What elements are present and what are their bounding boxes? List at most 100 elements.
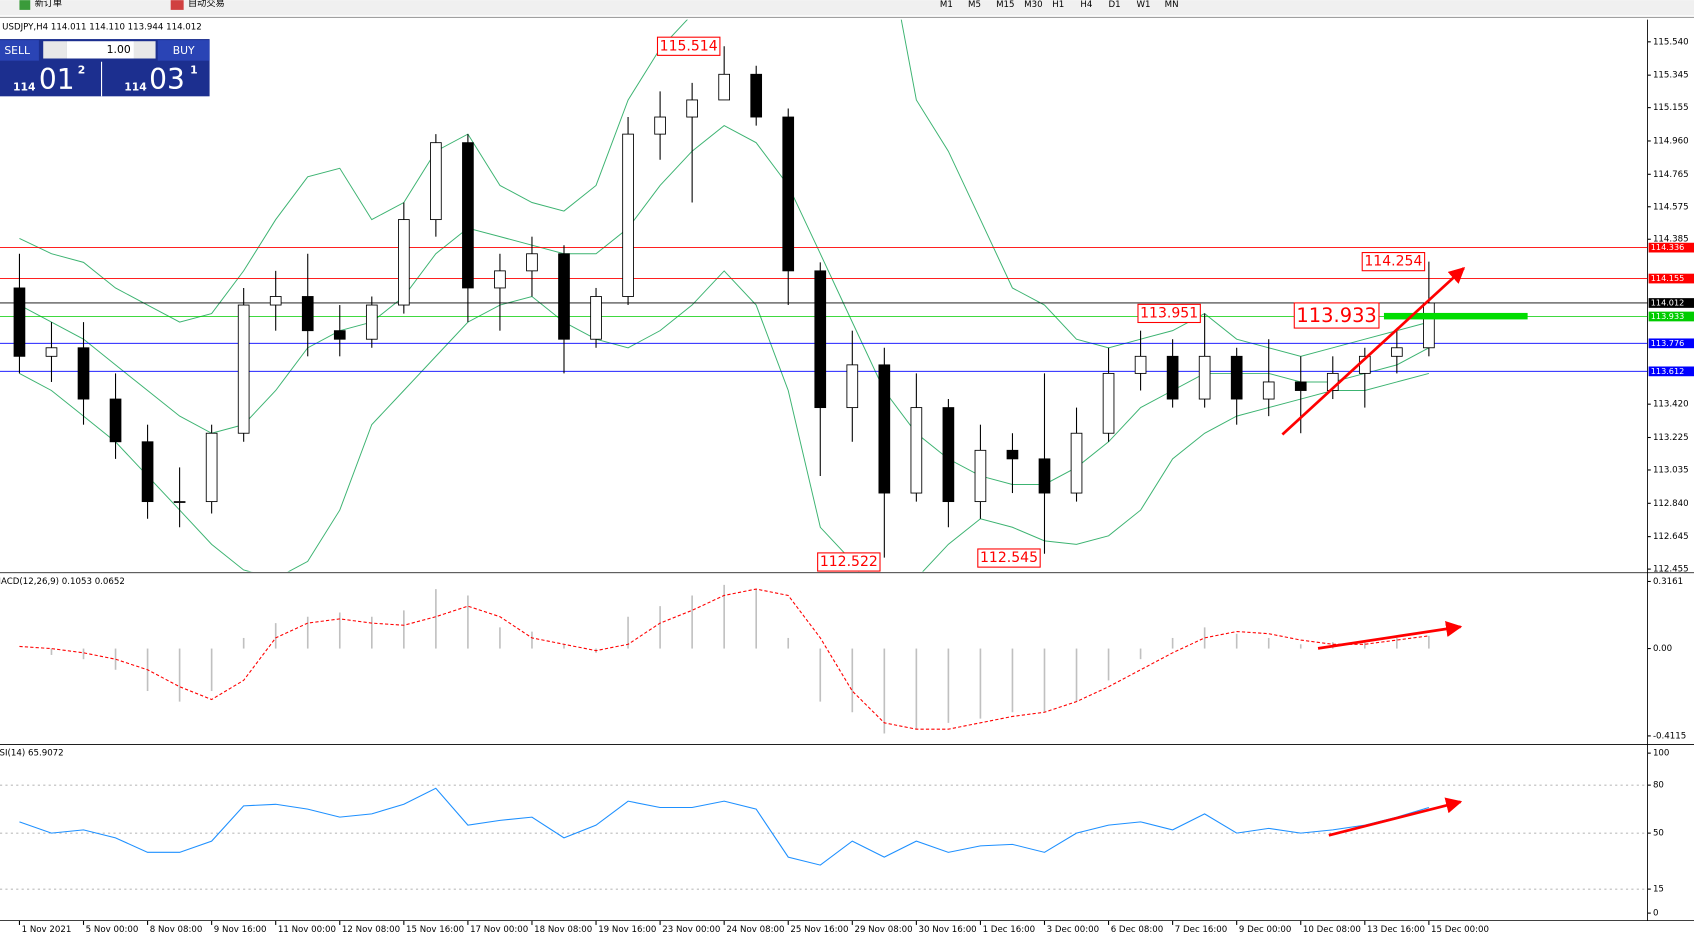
y-tick-label: 112.645: [1653, 532, 1689, 542]
x-tick-label: 3 Dec 00:00: [1047, 925, 1100, 935]
level-tag: [1648, 273, 1694, 284]
timeframe-button[interactable]: H4: [1080, 0, 1092, 10]
timeframe-button[interactable]: MN: [1165, 0, 1179, 10]
candle-body: [750, 73, 763, 118]
buy-label[interactable]: BUY: [173, 44, 195, 57]
x-tick-label: 15 Nov 16:00: [406, 925, 464, 935]
new-order-icon[interactable]: [19, 0, 31, 10]
candle-body: [77, 347, 90, 400]
level-label: 113.933: [1651, 311, 1684, 321]
candle-body: [686, 99, 698, 118]
x-tick-label: 6 Dec 08:00: [1111, 925, 1164, 935]
buy-button[interactable]: [157, 40, 210, 61]
candle-body: [205, 432, 218, 503]
level-tag: [1648, 366, 1694, 377]
y-tick-label: 114.575: [1653, 202, 1689, 212]
price-annotation: 114.254: [1364, 254, 1422, 270]
price-annotation: 115.514: [660, 38, 718, 54]
candle-body: [398, 219, 410, 306]
y-tick-label: 113.035: [1653, 465, 1689, 475]
timeframe-button[interactable]: M30: [1024, 0, 1042, 10]
label-box: [1361, 252, 1426, 272]
candle-body: [1262, 381, 1275, 400]
candle-body: [1230, 355, 1243, 400]
candle-body: [301, 296, 314, 332]
y-tick-label: 0.00: [1653, 644, 1672, 654]
y-tick-label: 113.225: [1653, 433, 1689, 443]
candle-body: [942, 407, 955, 503]
y-tick-label: 112.455: [1653, 565, 1689, 575]
lot-field[interactable]: [66, 41, 134, 59]
y-tick-label: -0.4115: [1653, 731, 1686, 741]
bollinger-band: [19, 270, 1430, 572]
ask-fraction: 1: [190, 63, 198, 76]
y-tick-label: 0: [1653, 909, 1659, 919]
lot-up[interactable]: [133, 41, 156, 59]
level-callout: 113.933: [1296, 304, 1376, 327]
x-tick-label: 17 Nov 00:00: [470, 925, 528, 935]
candle-body: [365, 304, 378, 340]
candle-body: [269, 296, 282, 306]
axes: 115.540 115.345 115.155 114.960 114.765 114.5…: [18, 37, 1694, 935]
level-tag: [1648, 311, 1694, 322]
candle-body: [494, 270, 506, 289]
candle-body: [173, 501, 186, 503]
timeframe-button[interactable]: D1: [1108, 0, 1120, 10]
candle-body: [590, 296, 602, 340]
auto-trading-icon[interactable]: [170, 0, 184, 10]
level-highlight: [1383, 312, 1528, 320]
x-tick-label: 13 Dec 16:00: [1367, 925, 1425, 935]
trend-arrow: [1281, 266, 1466, 436]
price-annotation: 112.522: [820, 554, 878, 570]
candle-body: [1134, 355, 1147, 374]
x-tick-label: 11 Nov 00:00: [278, 925, 336, 935]
price-annotation: 112.545: [980, 550, 1038, 566]
candle-body: [1006, 449, 1019, 460]
x-tick-label: 5 Nov 00:00: [86, 925, 139, 935]
candle-body: [1198, 355, 1211, 400]
timeframe-button[interactable]: W1: [1137, 0, 1151, 10]
level-label: 113.612: [1651, 366, 1684, 376]
timeframe-bar: M1 M5 M15 M30 H1 H4 D1 W1 MN: [940, 0, 1179, 10]
x-tick-label: 9 Dec 00:00: [1239, 925, 1292, 935]
label-box: [1137, 303, 1201, 324]
x-tick-label: 10 Dec 08:00: [1303, 925, 1361, 935]
level-tag: [1648, 298, 1694, 308]
lot-value[interactable]: 1.00: [107, 43, 131, 56]
x-tick-label: 23 Nov 00:00: [662, 925, 720, 935]
candle-body: [1070, 432, 1083, 494]
panel-title: MACD(12,26,9) 0.1053 0.0652: [0, 577, 125, 587]
x-tick-label: 19 Nov 16:00: [598, 925, 656, 935]
x-tick-label: 24 Nov 08:00: [726, 925, 784, 935]
x-tick-label: 29 Nov 08:00: [854, 925, 912, 935]
price-annotation: 113.951: [1140, 305, 1198, 321]
candle-body: [782, 116, 795, 272]
candle-body: [654, 116, 666, 135]
candle-body: [558, 253, 570, 340]
y-tick-label: 114.385: [1653, 235, 1689, 245]
timeframe-button[interactable]: M1: [940, 0, 953, 10]
timeframe-button[interactable]: H1: [1052, 0, 1064, 10]
candle-body: [1391, 347, 1403, 357]
lot-down[interactable]: [43, 41, 67, 59]
toolbar: [0, 0, 1694, 16]
x-tick-label: 15 Dec 00:00: [1431, 925, 1489, 935]
y-tick-label: 112.840: [1653, 499, 1689, 509]
candle-body: [45, 347, 58, 357]
new-order-button[interactable]: 新订单: [35, 0, 63, 9]
sell-button[interactable]: [0, 40, 39, 61]
auto-trading-button[interactable]: 自动交易: [188, 0, 225, 9]
y-tick-label: 114.765: [1653, 170, 1689, 180]
candle-body: [109, 398, 122, 443]
timeframe-button[interactable]: M5: [968, 0, 981, 10]
label-box: [977, 548, 1041, 568]
x-tick-label: 25 Nov 16:00: [790, 925, 848, 935]
level-label: 113.776: [1651, 338, 1684, 348]
macd-signal: [19, 588, 1429, 730]
sell-label[interactable]: SELL: [4, 44, 30, 57]
y-tick-label: 0.3161: [1653, 577, 1683, 587]
timeframe-button[interactable]: M15: [996, 0, 1014, 10]
y-tick-label: 50: [1653, 829, 1664, 839]
candle-body: [1423, 302, 1435, 349]
